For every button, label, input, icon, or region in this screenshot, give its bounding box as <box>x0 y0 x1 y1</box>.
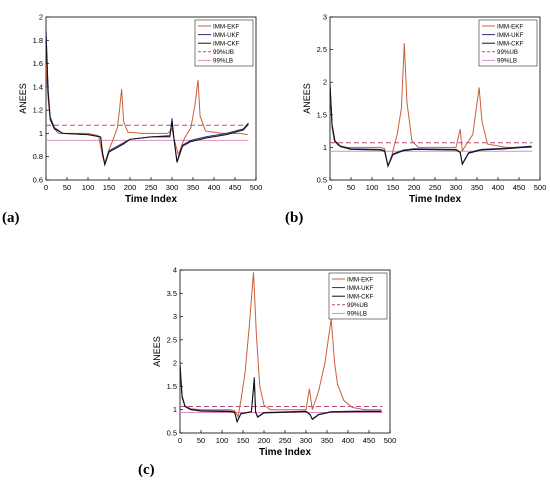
legend-entry: 99%UB <box>213 49 234 56</box>
legend-entry: IMM-CKF <box>213 41 240 48</box>
x-tick-label: 0 <box>178 436 182 445</box>
y-tick-label: 2 <box>323 78 327 87</box>
y-tick-label: 3 <box>173 312 177 321</box>
x-tick-label: 500 <box>250 183 263 192</box>
x-tick-label: 400 <box>208 183 221 192</box>
x-tick-label: 500 <box>384 436 397 445</box>
x-tick-label: 200 <box>408 183 421 192</box>
legend-entry: IMM-EKF <box>347 276 373 283</box>
legend-entry: 99%LB <box>347 311 367 318</box>
legend-entry: 99%UB <box>497 49 518 56</box>
legend-entry: IMM-CKF <box>347 294 374 301</box>
y-axis-label: ANEES <box>152 336 162 367</box>
x-tick-label: 50 <box>197 436 205 445</box>
x-tick-label: 100 <box>82 183 95 192</box>
x-tick-label: 250 <box>145 183 158 192</box>
legend-entry: IMM-CKF <box>497 41 524 48</box>
y-tick-label: 1 <box>323 143 327 152</box>
x-tick-label: 0 <box>44 183 48 192</box>
x-axis-label: Time Index <box>125 194 177 205</box>
x-tick-label: 200 <box>124 183 137 192</box>
legend-entry: 99%LB <box>497 58 517 65</box>
legend-entry: IMM-UKF <box>497 32 524 39</box>
y-tick-label: 1.2 <box>33 106 43 115</box>
series-line-imm-ckf <box>180 365 382 424</box>
legend-entry: 99%UB <box>347 302 368 309</box>
y-tick-label: 1.6 <box>33 59 43 68</box>
x-tick-label: 150 <box>103 183 116 192</box>
x-tick-label: 400 <box>492 183 505 192</box>
x-tick-label: 300 <box>166 183 179 192</box>
x-tick-label: 150 <box>237 436 250 445</box>
y-tick-label: 1 <box>173 405 177 414</box>
x-tick-label: 400 <box>342 436 355 445</box>
legend-entry: IMM-UKF <box>213 32 240 39</box>
panel-letter-a: (a) <box>2 210 20 226</box>
x-tick-label: 350 <box>321 436 334 445</box>
x-tick-label: 50 <box>347 183 355 192</box>
y-tick-label: 4 <box>173 266 177 275</box>
x-tick-label: 450 <box>513 183 526 192</box>
x-tick-label: 450 <box>363 436 376 445</box>
x-tick-label: 450 <box>229 183 242 192</box>
legend-entry: 99%LB <box>213 58 233 65</box>
x-tick-label: 50 <box>63 183 71 192</box>
chart-panel-1: 0 50 100 150 200 250 300 350 400 450 500 0.6 0.8 1 1.2… <box>18 13 262 206</box>
series-line-imm-ckf <box>46 34 249 167</box>
legend-entry: IMM-EKF <box>213 23 239 30</box>
y-tick-label: 1.5 <box>167 382 177 391</box>
x-tick-label: 0 <box>328 183 332 192</box>
x-tick-label: 300 <box>300 436 313 445</box>
x-tick-label: 350 <box>187 183 200 192</box>
y-tick-label: 0.5 <box>167 429 177 438</box>
legend-entry: IMM-EKF <box>497 23 523 30</box>
series-line-imm-ekf <box>180 272 382 419</box>
y-tick-label: 2 <box>39 13 43 22</box>
panel-letter-c: (c) <box>138 462 155 478</box>
series-line-imm-ckf <box>330 85 532 168</box>
x-tick-label: 350 <box>471 183 484 192</box>
y-tick-label: 3.5 <box>167 289 177 298</box>
y-tick-label: 2 <box>173 359 177 368</box>
y-tick-label: 1.8 <box>33 36 43 45</box>
x-tick-label: 250 <box>279 436 292 445</box>
y-tick-label: 3 <box>323 13 327 22</box>
y-axis-label: ANEES <box>302 83 312 114</box>
panel-letter-b: (b) <box>285 210 304 226</box>
x-tick-label: 100 <box>366 183 379 192</box>
x-tick-label: 100 <box>216 436 229 445</box>
y-axis-label: ANEES <box>18 83 28 114</box>
x-tick-label: 500 <box>534 183 547 192</box>
x-axis-label: Time Index <box>409 194 461 205</box>
y-tick-label: 1.4 <box>33 82 43 91</box>
y-tick-label: 0.5 <box>317 176 327 185</box>
x-tick-label: 250 <box>429 183 442 192</box>
y-tick-label: 2.5 <box>317 45 327 54</box>
chart-panel-3: 0 50 100 150 200 250 300 350 400 450 500 0.5 1 1.5 2 2.… <box>152 266 396 459</box>
x-tick-label: 300 <box>450 183 463 192</box>
y-tick-label: 1 <box>39 129 43 138</box>
y-tick-label: 2.5 <box>167 335 177 344</box>
chart-panel-2: 0 50 100 150 200 250 300 350 400 450 500 0.5 1 1.5 2 2.… <box>302 13 546 206</box>
x-tick-label: 200 <box>258 436 271 445</box>
y-tick-label: 0.8 <box>33 152 43 161</box>
y-tick-label: 1.5 <box>317 110 327 119</box>
y-tick-label: 0.6 <box>33 176 43 185</box>
x-axis-label: Time Index <box>259 447 311 458</box>
x-tick-label: 150 <box>387 183 400 192</box>
legend-entry: IMM-UKF <box>347 285 374 292</box>
